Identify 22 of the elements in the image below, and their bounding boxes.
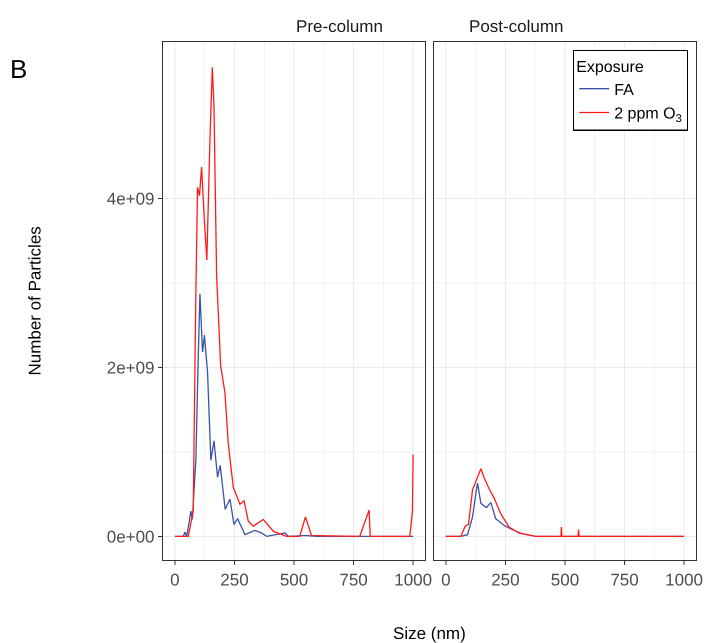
- x-tick-label: 250: [491, 570, 520, 590]
- y-tick-label: 0e+00: [106, 527, 154, 546]
- x-axis-title: Size (nm): [393, 624, 466, 643]
- legend-label: FA: [614, 82, 634, 99]
- x-tick-label: 250: [220, 570, 249, 590]
- x-tick-label: 1000: [665, 570, 704, 590]
- line-series: [174, 66, 414, 537]
- x-tick-label: 0: [441, 570, 451, 590]
- legend-label: 2 ppm O$_{3}$: [614, 106, 682, 126]
- x-tick-label: 750: [339, 570, 368, 590]
- x-tick-label: 500: [550, 570, 580, 590]
- x-tick-label: 1000: [394, 570, 432, 590]
- x-tick-label: 750: [610, 570, 639, 590]
- chart-title: Pre-column: [296, 17, 383, 36]
- legend-title: Exposure: [576, 58, 644, 76]
- y-tick-label: 4e+09: [106, 189, 154, 208]
- text: B: [10, 54, 28, 84]
- chart-title: Post-column: [469, 17, 564, 36]
- y-axis-title: Number of Particles: [26, 226, 44, 376]
- y-tick-label: 2e+09: [106, 358, 154, 378]
- x-tick-label: 500: [280, 570, 308, 590]
- x-tick-label: 0: [170, 570, 180, 590]
